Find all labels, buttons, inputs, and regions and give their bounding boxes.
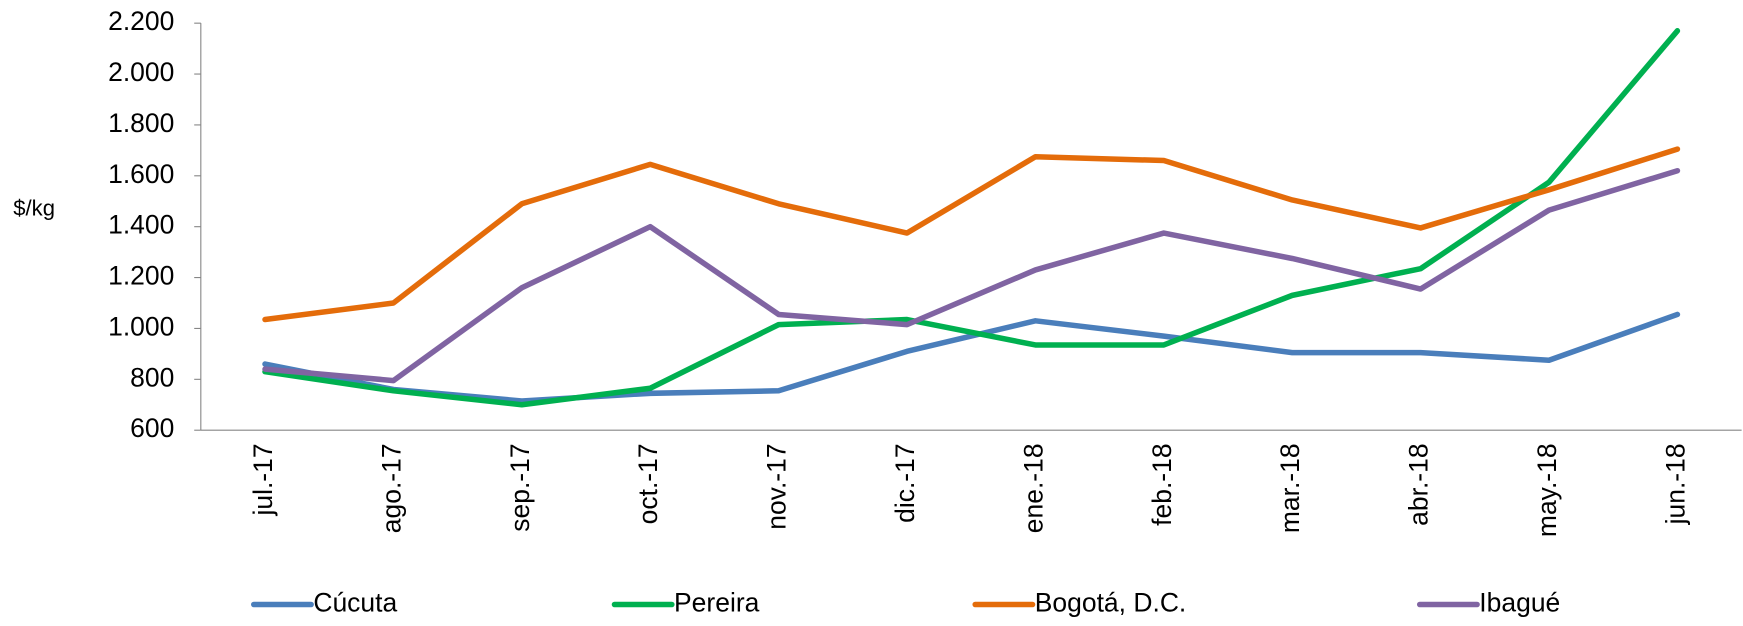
x-tick-label: ago.-17 <box>376 443 406 533</box>
legend-label: Pereira <box>674 587 760 617</box>
x-tick-label: sep.-17 <box>505 443 535 531</box>
x-tick-label: may.-18 <box>1532 443 1562 537</box>
y-axis-label: $/kg <box>13 195 55 220</box>
x-tick-label: mar.-18 <box>1275 443 1305 533</box>
x-tick-label: jul.-17 <box>248 443 278 516</box>
y-tick-label: 800 <box>130 362 174 392</box>
legend-label: Bogotá, D.C. <box>1035 587 1187 617</box>
y-tick-label: 1.200 <box>108 261 174 291</box>
series-line <box>262 28 1681 408</box>
legend-label: Ibagué <box>1479 587 1560 617</box>
series-line <box>262 167 1681 384</box>
y-tick-label: 600 <box>130 413 174 443</box>
y-tick-label: 1.800 <box>108 108 174 138</box>
y-tick-label: 2.000 <box>108 57 174 87</box>
y-tick-label: 1.400 <box>108 210 174 240</box>
y-tick-label: 1.600 <box>108 159 174 189</box>
x-tick-label: dic.-17 <box>890 443 920 522</box>
legend-label: Cúcuta <box>313 587 397 617</box>
series-line <box>262 311 1681 404</box>
x-tick-label: ene.-18 <box>1018 443 1048 533</box>
y-tick-label: 1.000 <box>108 311 174 341</box>
x-tick-label: feb.-18 <box>1147 443 1177 525</box>
x-tick-label: jun.-18 <box>1660 443 1690 525</box>
x-tick-label: oct.-17 <box>633 443 663 524</box>
y-tick-label: 2.200 <box>108 6 174 36</box>
x-tick-label: abr.-18 <box>1404 443 1434 525</box>
x-tick-label: nov.-17 <box>762 443 792 529</box>
series-line <box>262 146 1681 323</box>
